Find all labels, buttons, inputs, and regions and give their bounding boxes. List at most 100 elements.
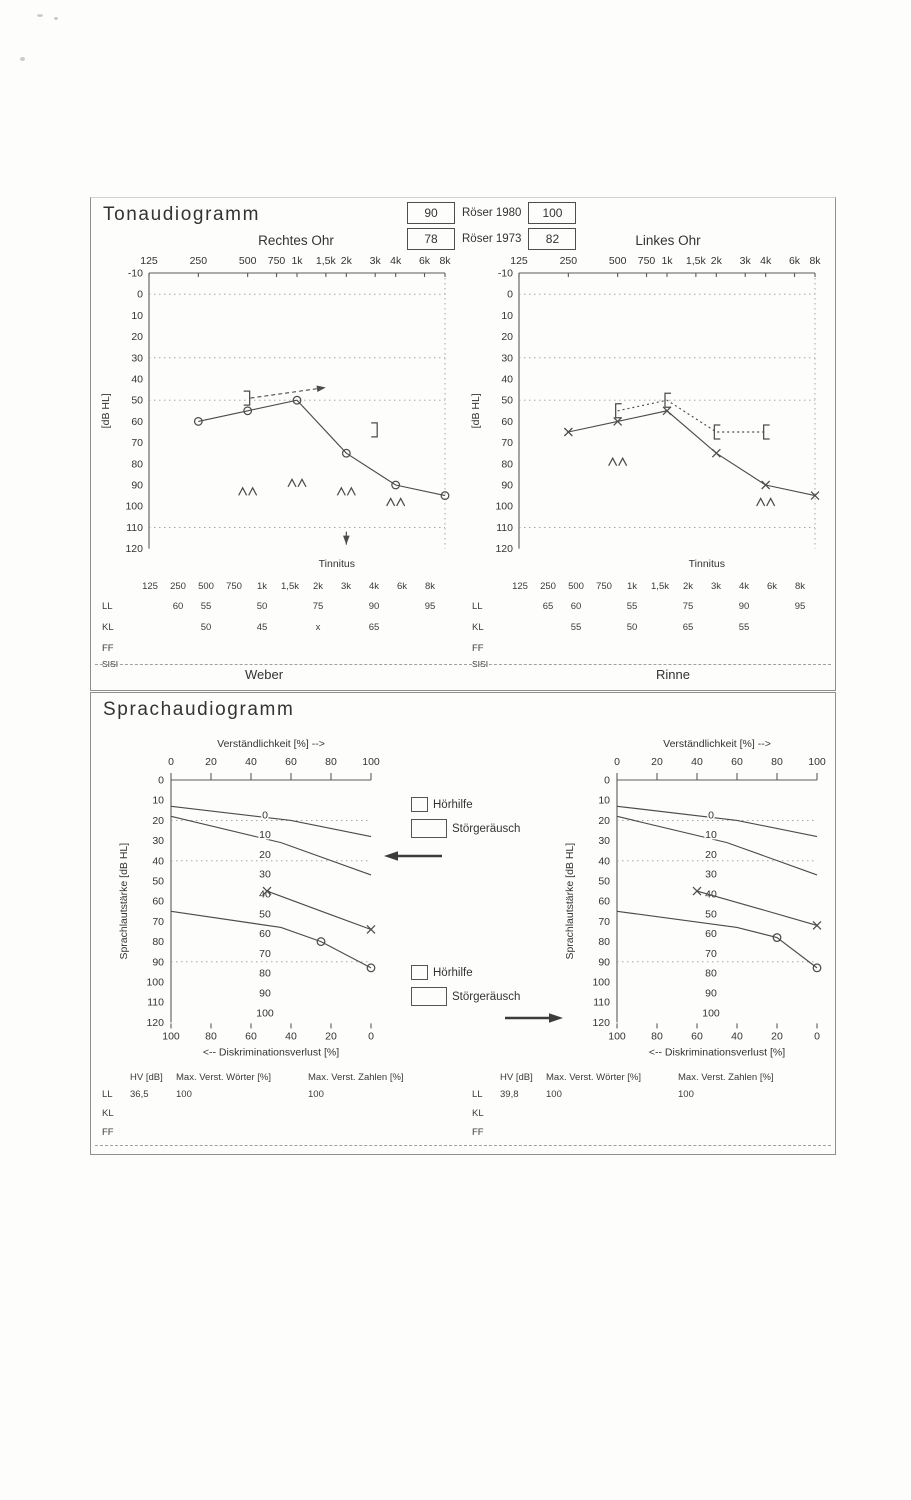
threshold-value-cell: [416, 617, 444, 638]
svg-text:60: 60: [152, 896, 164, 908]
svg-text:100: 100: [162, 1030, 180, 1042]
svg-text:Sprachlautstärke [dB HL]: Sprachlautstärke [dB HL]: [118, 843, 130, 960]
tonaudiogramm-section: Tonaudiogramm 90 Röser 1980 100 78 Röser…: [90, 197, 836, 691]
frequency-header-cell: 1,5k: [651, 581, 669, 592]
threshold-value-cell: [388, 638, 416, 658]
row-label: FF: [472, 1127, 484, 1138]
tone-table-row-ff: FF: [469, 638, 814, 658]
legend-row-hoerhilfe: Hörhilfe: [411, 965, 520, 980]
frequency-header-cell: 1k: [256, 581, 268, 592]
rinne-label: Rinne: [656, 667, 690, 682]
svg-text:90: 90: [501, 480, 513, 492]
frequency-header-cell: 250: [170, 581, 186, 592]
scan-artifact: [37, 14, 43, 17]
svg-text:80: 80: [131, 458, 143, 470]
threshold-value-cell: 90: [738, 600, 750, 612]
svg-text:40: 40: [598, 855, 610, 867]
svg-text:8k: 8k: [439, 255, 451, 267]
svg-text:100: 100: [362, 756, 380, 768]
threshold-value-cell: [506, 595, 534, 617]
threshold-value-cell: 75: [682, 600, 694, 612]
threshold-value-cell: [506, 638, 534, 658]
svg-text:Tinnitus: Tinnitus: [319, 558, 355, 570]
svg-text:2k: 2k: [341, 255, 353, 267]
right-ear-title: Rechtes Ohr: [258, 233, 334, 248]
svg-text:20: 20: [259, 849, 271, 861]
svg-text:20: 20: [152, 815, 164, 827]
legend-row-stoergeraeusch: Störgeräusch: [411, 987, 520, 1006]
svg-text:100: 100: [808, 756, 826, 768]
speech-audiogram-right-ear-chart: Verständlichkeit [%] -->0 20 40 60 80 1000102…: [118, 738, 380, 1058]
corner-cell: [99, 1069, 130, 1085]
roeser-row-1973: 78 Röser 1973 82: [407, 226, 577, 252]
speech-value-cell: [176, 1123, 308, 1142]
svg-text:125: 125: [510, 255, 528, 267]
svg-text:10: 10: [598, 795, 610, 807]
svg-text:120: 120: [146, 1017, 164, 1029]
svg-text:60: 60: [501, 416, 513, 428]
svg-text:30: 30: [131, 352, 143, 364]
tone-threshold-table-right-ear: 125 250 500 750 1k 1,5k 2k 3k 4k 6k 8k LL 60 55 50 75 90…: [99, 578, 444, 670]
threshold-value-cell: 55: [570, 622, 582, 633]
svg-text:30: 30: [501, 352, 513, 364]
svg-text:90: 90: [152, 956, 164, 968]
svg-text:0: 0: [604, 775, 610, 787]
svg-text:50: 50: [259, 908, 271, 920]
frequency-header-cell: 750: [226, 581, 242, 592]
legend-row-hoerhilfe: Hörhilfe: [411, 797, 520, 812]
legend-block-right-ear: Hörhilfe Störgeräusch: [411, 797, 520, 845]
svg-text:20: 20: [771, 1030, 783, 1042]
threshold-value-cell: 95: [794, 600, 806, 612]
speech-header-cell: Max. Verst. Zahlen [%]: [678, 1071, 774, 1083]
svg-text:250: 250: [560, 255, 578, 267]
svg-text:Verständlichkeit [%] -->: Verständlichkeit [%] -->: [663, 738, 771, 750]
svg-text:40: 40: [152, 855, 164, 867]
roeser-1973-left-value: 78: [407, 228, 455, 250]
threshold-value-cell: [786, 617, 814, 638]
threshold-value-cell: [702, 638, 730, 658]
speech-value-cell: 100: [176, 1089, 192, 1100]
threshold-value-cell: [304, 638, 332, 658]
svg-text:70: 70: [501, 437, 513, 449]
svg-text:60: 60: [731, 756, 743, 768]
speech-value-cell: 39,8: [500, 1089, 519, 1100]
svg-text:80: 80: [705, 968, 717, 980]
threshold-value-cell: [136, 595, 164, 617]
svg-text:20: 20: [131, 331, 143, 343]
speech-value-cell: 36,5: [130, 1089, 149, 1100]
corner-cell: [99, 578, 136, 595]
separator-rule: [95, 1145, 831, 1146]
svg-text:2k: 2k: [711, 255, 723, 267]
svg-text:250: 250: [190, 255, 208, 267]
frequency-header-cell: 500: [198, 581, 214, 592]
svg-text:750: 750: [268, 255, 286, 267]
svg-text:100: 100: [256, 1007, 274, 1019]
threshold-value-cell: 60: [172, 600, 184, 612]
svg-text:120: 120: [592, 1017, 610, 1029]
tone-audiogram-right-ear-chart: 125 250 500 750 1k 1,5k 2k 3k 4k 6k 8k -10 0 10 20 30 40…: [100, 255, 451, 570]
arrow-right-icon: [505, 1013, 563, 1023]
threshold-value-cell: [332, 595, 360, 617]
roeser-1980-right-value: 100: [528, 202, 577, 224]
svg-text:0: 0: [708, 809, 714, 821]
sprachaudiogramm-title: Sprachaudiogramm: [103, 699, 295, 720]
svg-text:Tinnitus: Tinnitus: [689, 558, 725, 570]
roeser-1980-label: Röser 1980: [462, 207, 522, 219]
svg-text:60: 60: [245, 1030, 257, 1042]
svg-text:70: 70: [131, 437, 143, 449]
tone-table-header-row: 125 250 500 750 1k 1,5k 2k 3k 4k 6k 8k: [469, 578, 814, 595]
scan-artifact: [20, 57, 25, 61]
svg-text:60: 60: [598, 896, 610, 908]
threshold-value-cell: [506, 617, 534, 638]
threshold-value-cell: [388, 595, 416, 617]
svg-text:10: 10: [131, 310, 143, 322]
frequency-header-cell: 8k: [424, 581, 436, 592]
svg-text:0: 0: [368, 1030, 374, 1042]
roeser-row-1980: 90 Röser 1980 100: [407, 200, 577, 226]
svg-text:[dB HL]: [dB HL]: [470, 393, 482, 428]
speech-header-cell: Max. Verst. Wörter [%]: [546, 1071, 642, 1083]
speech-table-row-kl: KL: [469, 1104, 808, 1123]
row-label: LL: [472, 600, 483, 612]
roeser-1973-right-value: 82: [528, 228, 577, 250]
svg-text:90: 90: [131, 480, 143, 492]
